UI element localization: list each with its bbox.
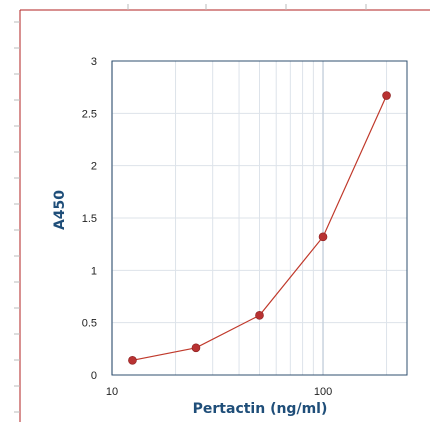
x-axis-ticks: 10 100: [106, 386, 332, 398]
x-tick-label: 100: [314, 386, 332, 398]
x-axis-title: Pertactin (ng/ml): [193, 401, 328, 417]
y-axis-ticks: 0 0.5 1 1.5 2 2.5 3: [82, 56, 97, 382]
y-tick-label: 3: [91, 56, 97, 68]
y-tick-label: 1: [91, 265, 97, 277]
plot-area-border: [111, 60, 408, 376]
data-point: [128, 356, 137, 365]
data-point: [191, 343, 201, 353]
data-point: [255, 311, 264, 320]
y-tick-label: 0: [91, 370, 97, 382]
y-tick-label: 1.5: [82, 213, 97, 225]
series-group: [128, 91, 391, 365]
y-tick-label: 2: [91, 161, 97, 173]
outer-frame: [14, 4, 430, 422]
y-axis-title: A450: [52, 190, 68, 230]
y-tick-label: 0.5: [82, 318, 97, 330]
grid-lines: [111, 60, 407, 376]
data-point: [382, 91, 391, 100]
y-tick-label: 2.5: [82, 108, 97, 120]
x-tick-label: 10: [106, 386, 118, 398]
data-point: [318, 232, 328, 242]
